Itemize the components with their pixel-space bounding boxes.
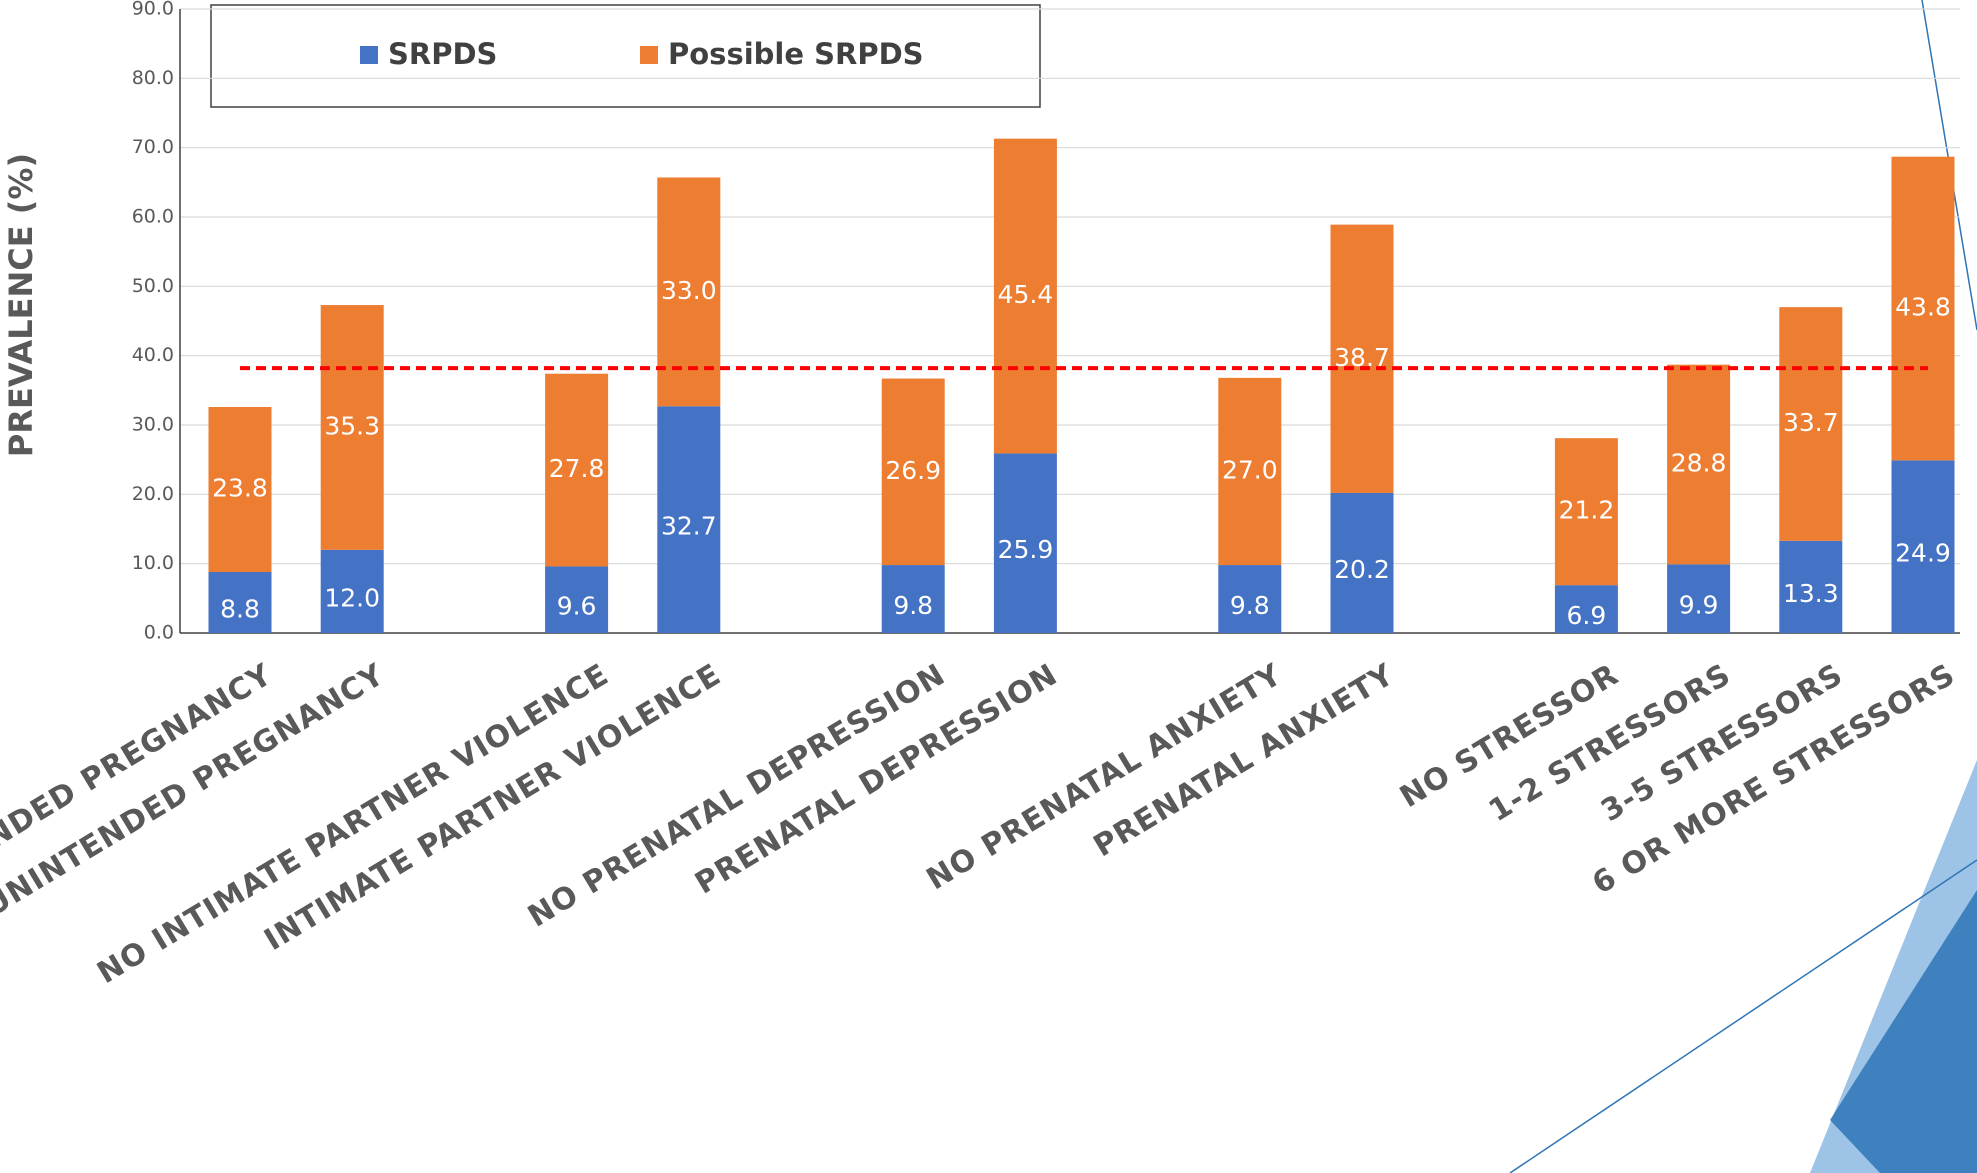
bar-segment <box>1218 565 1282 633</box>
y-tick-label: 80.0 <box>132 67 174 89</box>
data-label: 28.8 <box>1671 449 1727 478</box>
data-label: 33.0 <box>661 276 717 305</box>
bar-segment <box>1667 364 1731 565</box>
bar-segment <box>545 566 609 633</box>
legend <box>210 4 1041 108</box>
bar-segment <box>881 565 945 633</box>
data-label: 6.9 <box>1567 601 1607 630</box>
bar-segment <box>881 378 945 566</box>
y-axis-title: PREVALENCE (%) <box>2 153 40 457</box>
bar-segment <box>657 406 721 633</box>
bar-segment <box>1554 438 1618 586</box>
bar-segment <box>1554 585 1618 633</box>
data-label: 13.3 <box>1783 579 1839 608</box>
y-tick-label: 40.0 <box>132 344 174 366</box>
bar-segment <box>1779 540 1843 633</box>
data-label: 25.9 <box>998 535 1054 564</box>
bar-segment <box>545 373 609 567</box>
data-label: 33.7 <box>1783 408 1839 437</box>
y-tick-label: 20.0 <box>132 483 174 505</box>
bar-segment <box>320 549 384 633</box>
legend-label: Possible SRPDS <box>668 37 924 71</box>
bar-segment <box>1891 460 1955 633</box>
data-label: 12.0 <box>324 583 380 612</box>
data-label: 9.6 <box>557 592 597 621</box>
bar-segment <box>1330 492 1394 633</box>
y-tick-label: 30.0 <box>132 414 174 436</box>
legend-label: SRPDS <box>388 37 497 71</box>
legend-swatch <box>360 46 378 64</box>
data-label: 32.7 <box>661 512 717 541</box>
bar-segment <box>1330 224 1394 493</box>
y-tick-label: 10.0 <box>132 552 174 574</box>
bar-segment <box>1779 307 1843 541</box>
decoration <box>1509 859 1977 1173</box>
decoration <box>1830 890 1977 1173</box>
data-label: 45.4 <box>998 280 1054 309</box>
y-tick-label: 0.0 <box>144 622 174 644</box>
y-tick-label: 50.0 <box>132 275 174 297</box>
data-label: 9.8 <box>893 591 933 620</box>
y-tick-label: 60.0 <box>132 206 174 228</box>
bar-segment <box>320 305 384 550</box>
legend-swatch <box>640 46 658 64</box>
data-label: 20.2 <box>1334 555 1390 584</box>
bar-segment <box>993 453 1057 633</box>
bar-segment <box>1218 377 1282 566</box>
data-label: 9.9 <box>1679 591 1719 620</box>
data-label: 21.2 <box>1559 496 1615 525</box>
data-label: 35.3 <box>324 411 380 440</box>
bar-segment <box>208 406 272 572</box>
data-label: 27.0 <box>1222 455 1278 484</box>
data-label: 8.8 <box>220 594 260 623</box>
y-tick-label: 70.0 <box>132 136 174 158</box>
data-label: 23.8 <box>212 473 268 502</box>
data-label: 24.9 <box>1895 539 1951 568</box>
data-label: 9.8 <box>1230 591 1270 620</box>
data-label: 43.8 <box>1895 293 1951 322</box>
data-label: 27.8 <box>549 454 605 483</box>
bar-segment <box>208 571 272 633</box>
data-label: 26.9 <box>885 456 941 485</box>
bar-segment <box>1667 564 1731 633</box>
bar-segment <box>993 138 1057 454</box>
y-tick-label: 90.0 <box>132 0 174 20</box>
bar-segment <box>1891 156 1955 461</box>
